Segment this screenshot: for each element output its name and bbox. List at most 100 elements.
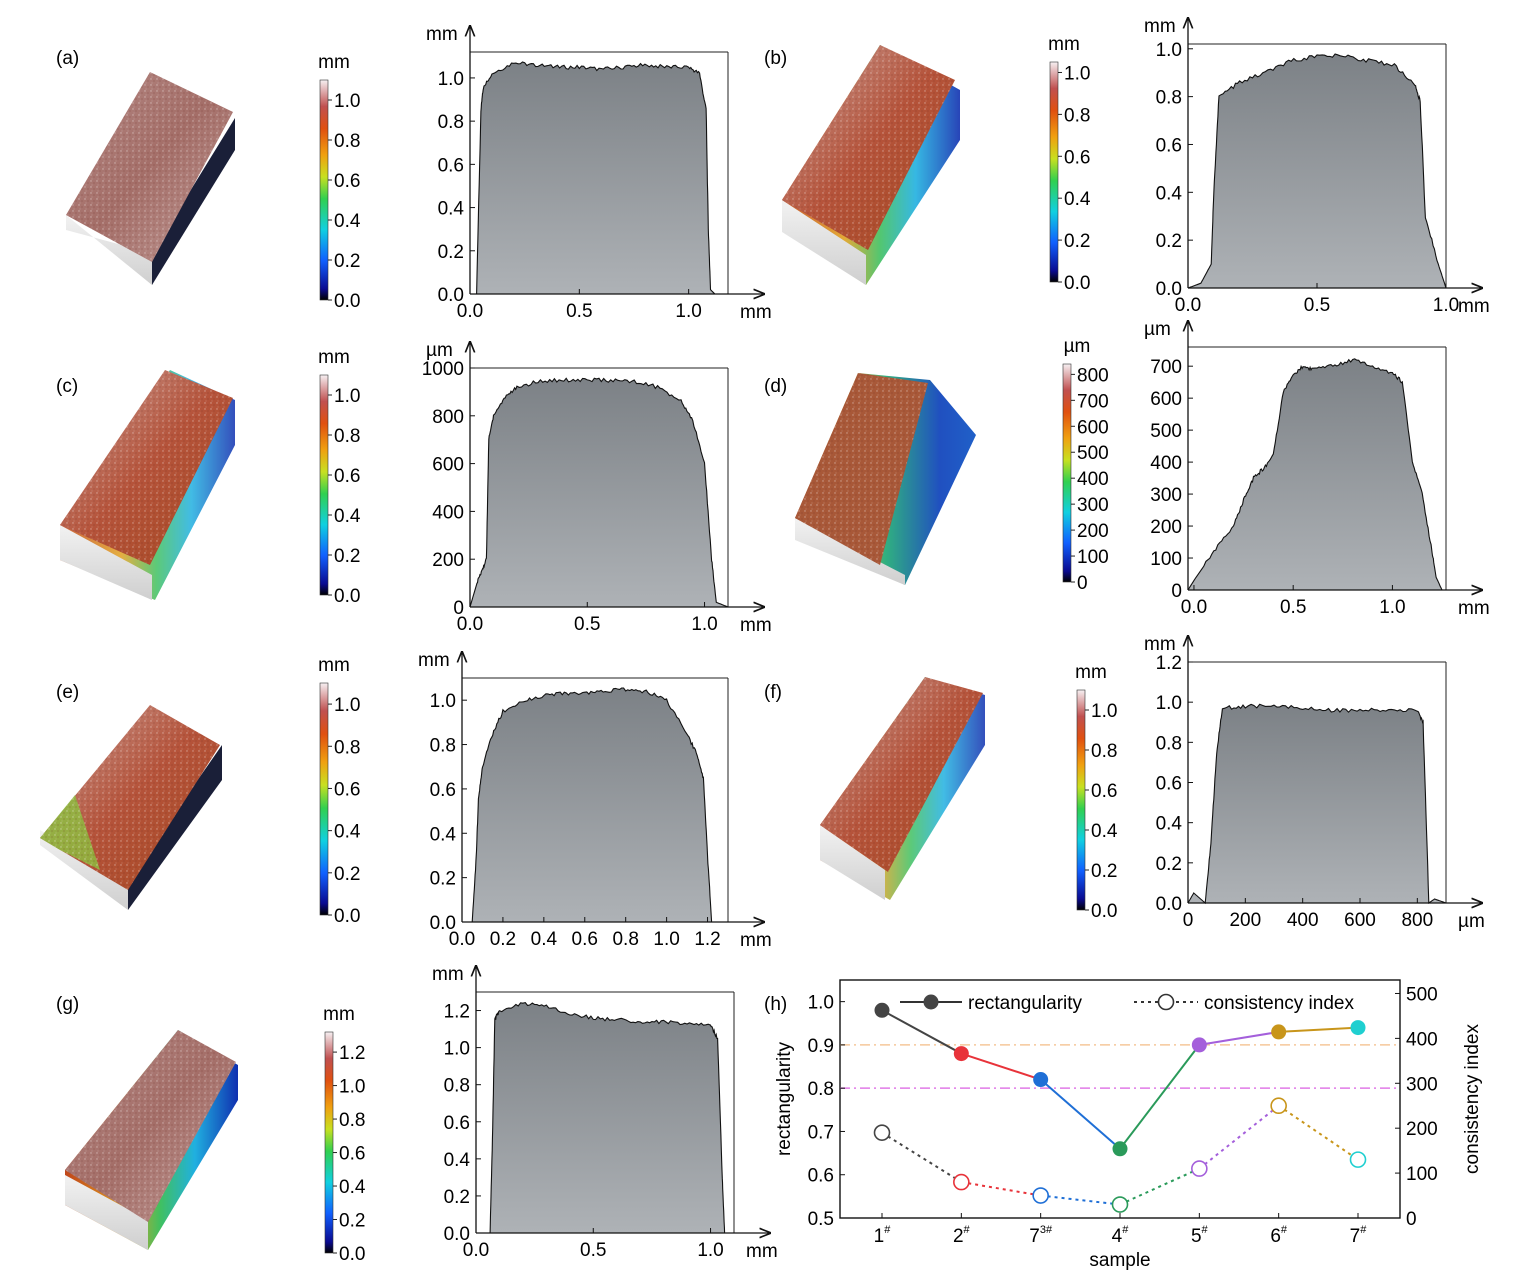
y-tick-label: 200 (1150, 517, 1182, 538)
colorbar: mm 0.0 0.2 0.4 0.6 0.8 1.0 (318, 52, 361, 312)
x-unit: mm (1458, 598, 1490, 619)
colorbar: mm 0.0 0.2 0.4 0.6 0.8 1.0 (1075, 662, 1118, 922)
profile-line (462, 687, 728, 923)
y-tick-label: 1.2 (444, 1002, 470, 1023)
colorbar: mm 0.0 0.2 0.4 0.6 0.8 1.0 1.2 (323, 1004, 366, 1265)
colorbar-tick-label: 0.2 (334, 864, 360, 885)
x-tick-label: 0 (1183, 910, 1194, 931)
y-tick-label: 200 (432, 550, 464, 571)
profile-area (1188, 358, 1442, 590)
colorbar: mm 0.0 0.2 0.4 0.6 0.8 1.0 (318, 347, 361, 607)
y-tick-label: 0.6 (808, 1166, 834, 1187)
colorbar-gradient (324, 1031, 334, 1254)
y-tick-label: 0.9 (808, 1036, 834, 1057)
colorbar-tick-label: 0.0 (339, 1244, 365, 1265)
colorbar-tick-label: 0.4 (1091, 821, 1118, 842)
plot-frame (839, 979, 1401, 1219)
colorbar: mm 0.0 0.2 0.4 0.6 0.8 1.0 (1048, 34, 1091, 294)
panel-label: (d) (764, 376, 787, 397)
y-tick-label: 1.2 (1156, 653, 1182, 674)
profile-plot: 0.0 0.2 0.4 0.6 0.8 1.0 0.0 0.5 1.0 mm mm (426, 24, 772, 323)
x-tick-label: 2# (953, 1224, 971, 1247)
colorbar-unit: µm (1064, 336, 1091, 357)
x-axis-label: sample (1089, 1250, 1150, 1271)
x-tick-label: 1.0 (653, 929, 679, 950)
rectangularity-segment (1199, 1030, 1279, 1046)
colorbar-tick-label: 0.8 (1091, 741, 1117, 762)
y-tick-label: 0.6 (1156, 774, 1182, 795)
colorbar-tick-label: 0.8 (334, 426, 360, 447)
y-tick-label: 600 (1150, 389, 1182, 410)
panel-label: (b) (764, 48, 787, 69)
rectangularity-segment (1278, 1026, 1359, 1033)
x-tick-label: 0.0 (457, 614, 483, 635)
render-e (40, 705, 222, 910)
panel-label: (e) (56, 682, 79, 703)
x-tick-label: 0.8 (612, 929, 638, 950)
render-b (782, 45, 960, 285)
colorbar-tick-label: 0.8 (1064, 105, 1090, 126)
colorbar-unit: mm (318, 347, 350, 368)
colorbar-gradient (319, 682, 329, 916)
x-unit: mm (1458, 296, 1490, 317)
colorbar-unit: mm (1075, 662, 1107, 683)
panel-d: (d) µm 0 100 200 300 400 500 600 700 800 0 100 200 300… (764, 319, 1490, 619)
y-unit: mm (1144, 16, 1176, 37)
profile-line (476, 1001, 734, 1234)
x-tick-label: 1.0 (1433, 295, 1459, 316)
profile-area (470, 378, 728, 607)
colorbar-tick-label: 100 (1077, 547, 1109, 568)
colorbar-tick-label: 0.0 (334, 291, 360, 312)
colorbar-tick-label: 0.0 (334, 586, 360, 607)
colorbar-unit: mm (323, 1004, 355, 1025)
x-tick-label: 4# (1112, 1224, 1130, 1247)
legend: rectangularity consistency index (900, 993, 1354, 1014)
colorbar-tick-label: 1.0 (334, 386, 360, 407)
x-tick-label: 0.5 (1280, 597, 1306, 618)
colorbar-tick-label: 0.6 (334, 779, 360, 800)
x-unit: µm (1458, 911, 1485, 932)
panel-e: (e) mm 0.0 0.2 0.4 0.6 0.8 1.0 0.0 0.2 0.4 0.6 0.8 1.… (56, 650, 772, 951)
y-tick-label: 0.0 (1156, 279, 1182, 300)
y-tick-label: 1.0 (444, 1039, 470, 1060)
x-tick-label: 0.5 (566, 301, 592, 322)
rectangularity-point (1350, 1020, 1366, 1036)
rectangularity-segment (1119, 1044, 1201, 1150)
x-tick-label: 73# (1029, 1224, 1053, 1247)
y-right-tick-label: 200 (1406, 1119, 1438, 1140)
colorbar-tick-label: 200 (1077, 521, 1109, 542)
y-tick-label: 500 (1150, 421, 1182, 442)
colorbar-tick-label: 1.0 (334, 695, 360, 716)
panel-label: (a) (56, 48, 79, 69)
x-unit: mm (746, 1241, 778, 1262)
render-a (66, 72, 235, 285)
y-tick-label: 0.8 (438, 112, 464, 133)
colorbar-tick-label: 0.6 (1064, 147, 1090, 168)
profile-area (462, 688, 728, 922)
y-tick-label: 0.0 (1156, 894, 1182, 915)
panel-f: (f) mm 0.0 0.2 0.4 0.6 0.8 1.0 0.0 0.2 0.4 0.6 0.8 1.… (764, 634, 1485, 932)
y-tick-label: 600 (432, 455, 464, 476)
x-tick-label: 800 (1401, 910, 1433, 931)
y-right-tick-label: 300 (1406, 1074, 1438, 1095)
y-tick-label: 1000 (422, 359, 464, 380)
y-tick-label: 0.4 (430, 824, 457, 845)
x-tick-label: 0.5 (574, 614, 600, 635)
colorbar-tick-label: 0.0 (1064, 273, 1090, 294)
y-unit: mm (432, 964, 464, 985)
panel-a: (a) mm 0.0 0.2 0.4 0.6 0.8 1.0 0.0 0.2 0.4 0.6 0.8 1.… (56, 24, 772, 323)
y-tick-label: 300 (1150, 485, 1182, 506)
y-right-tick-label: 0 (1406, 1209, 1417, 1230)
legend-label: rectangularity (968, 993, 1083, 1014)
y-tick-label: 0.8 (430, 736, 456, 757)
consistency-point (1191, 1160, 1208, 1177)
y-tick-label: 0.0 (444, 1224, 470, 1245)
y-tick-label: 0.2 (1156, 231, 1182, 252)
y-tick-label: 0 (453, 598, 464, 619)
y-right-axis-label: consistency index (1462, 1024, 1483, 1174)
x-tick-label: 5# (1191, 1224, 1209, 1247)
x-unit: mm (740, 930, 772, 951)
legend-marker (923, 994, 939, 1010)
x-tick-label: 600 (1344, 910, 1376, 931)
